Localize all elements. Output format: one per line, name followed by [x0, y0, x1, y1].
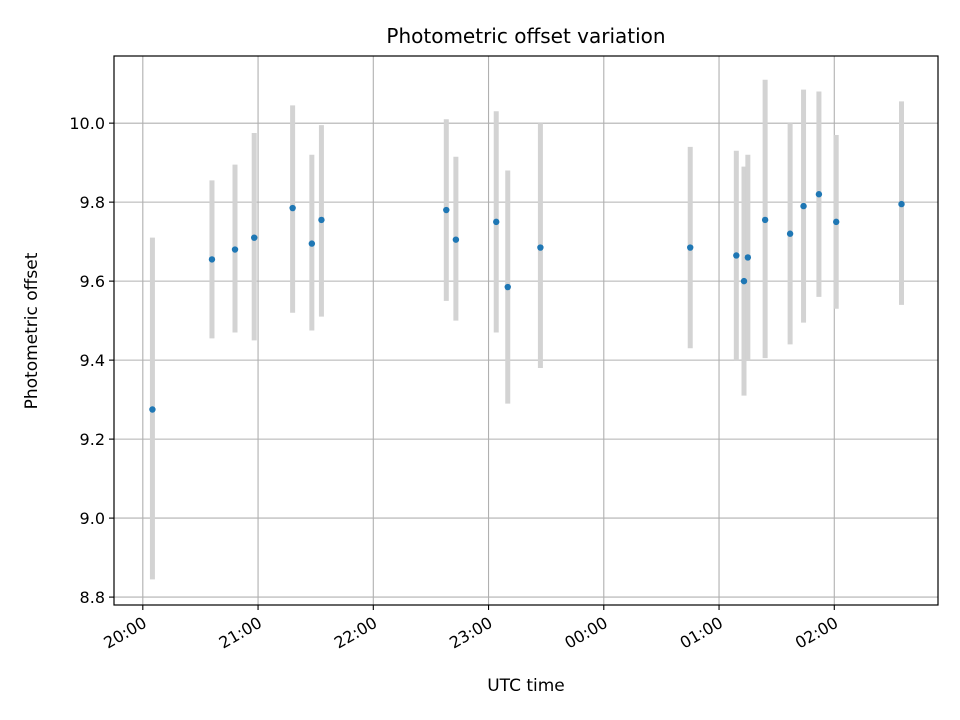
y-tick-label: 10.0: [69, 114, 105, 133]
data-point: [744, 254, 752, 261]
data-point: [149, 406, 156, 413]
x-axis-label: UTC time: [487, 676, 565, 696]
data-point: [740, 277, 748, 285]
data-points: [149, 191, 905, 413]
data-point: [208, 256, 216, 263]
chart-title: Photometric offset variation: [386, 24, 665, 48]
y-tick-label: 9.6: [80, 272, 105, 291]
data-point: [537, 244, 544, 251]
data-point: [443, 206, 450, 214]
data-point: [231, 246, 239, 253]
y-tick-label: 9.0: [80, 509, 105, 528]
data-point: [800, 202, 807, 210]
grid-lines: [114, 56, 938, 605]
data-point: [289, 204, 296, 212]
data-point: [251, 234, 258, 241]
data-point: [687, 244, 694, 251]
data-point: [493, 218, 500, 226]
data-point: [786, 230, 794, 237]
y-tick-label: 9.4: [80, 351, 105, 370]
data-point: [833, 218, 840, 226]
y-tick-label: 9.8: [80, 193, 105, 212]
data-point: [761, 216, 769, 224]
data-point: [308, 240, 316, 247]
y-axis-ticks: 8.8 9.0 9.2 9.4 9.6 9.8 10.0: [69, 114, 114, 607]
data-point: [452, 236, 460, 243]
y-tick-label: 9.2: [80, 430, 105, 449]
data-point: [733, 252, 740, 259]
y-axis-label: Photometric offset: [22, 252, 42, 409]
data-point: [504, 283, 511, 291]
data-point: [815, 191, 823, 198]
data-point: [318, 216, 325, 224]
y-tick-label: 8.8: [80, 588, 105, 607]
plot-frame: [113, 55, 939, 606]
data-point: [898, 200, 905, 208]
